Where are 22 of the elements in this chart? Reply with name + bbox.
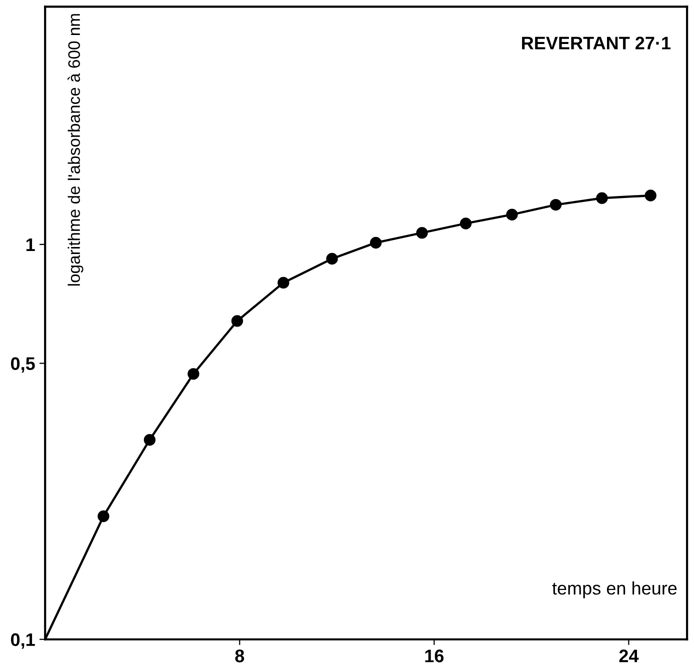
point xyxy=(144,434,156,446)
y-axis-title: logarithme de l'absorbance à 600 nm xyxy=(68,14,84,286)
point xyxy=(644,190,656,202)
point xyxy=(326,252,338,265)
point xyxy=(596,192,608,204)
point xyxy=(460,218,472,230)
point xyxy=(550,198,562,211)
y-tick-label: 1 xyxy=(26,238,35,251)
x-axis-title: temps en heure xyxy=(552,581,677,598)
point xyxy=(416,226,428,239)
x-tick-label: 24 xyxy=(619,650,639,662)
point xyxy=(278,276,290,289)
point xyxy=(98,510,110,522)
y-tick-label: 0,5 xyxy=(11,357,35,373)
x-tick-label: 16 xyxy=(425,650,444,662)
point xyxy=(231,315,244,327)
annotation: REVERTANT 27·1 xyxy=(522,36,671,50)
y-tick-label: 0,1 xyxy=(11,633,35,649)
point xyxy=(370,236,382,249)
x-tick-label: 8 xyxy=(235,650,244,662)
point xyxy=(506,208,518,220)
point xyxy=(188,368,200,380)
